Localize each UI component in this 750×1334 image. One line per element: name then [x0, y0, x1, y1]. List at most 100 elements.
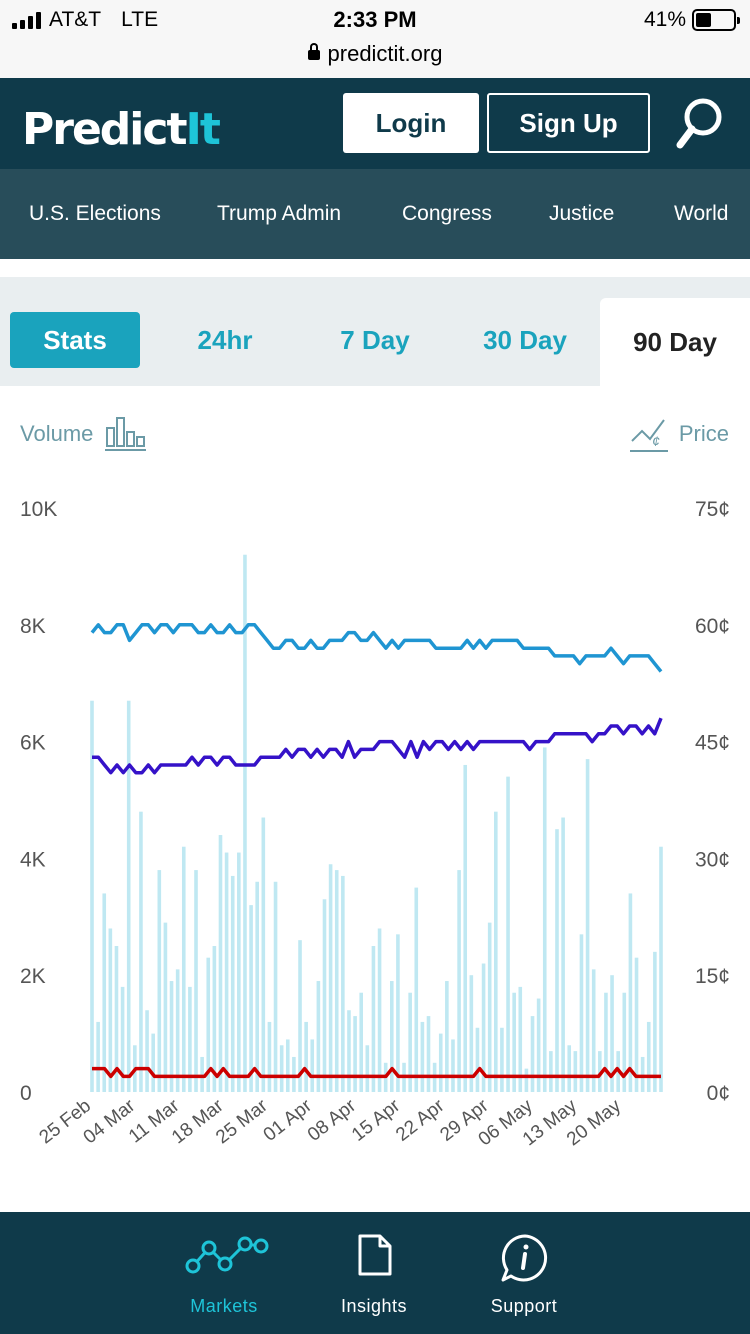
volume-bar — [646, 1021, 651, 1092]
volume-bar — [420, 1021, 425, 1092]
spacer — [0, 259, 750, 277]
volume-tick-label: 2K — [20, 965, 46, 988]
volume-bar — [622, 992, 627, 1092]
volume-bar — [579, 934, 584, 1092]
price-axis: 0¢ 15¢ 30¢ 45¢ 60¢ 75¢ — [695, 498, 730, 1105]
volume-bar — [591, 969, 596, 1092]
volume-bar — [359, 992, 364, 1092]
price-tick-label: 60¢ — [695, 615, 730, 638]
tab-24hr[interactable]: 24hr — [197, 324, 253, 355]
battery-status: 41% — [643, 8, 740, 32]
lock-icon — [307, 43, 320, 60]
predictit-logo[interactable]: PredictIt — [22, 104, 221, 155]
volume-tick-label: 10K — [20, 498, 57, 521]
volume-bar — [206, 957, 211, 1092]
date-tick-label: 15 Apr — [348, 1095, 405, 1146]
logo-text: Predict — [22, 104, 187, 155]
volume-bar — [261, 817, 266, 1092]
nav-justice[interactable]: Justice — [549, 202, 615, 225]
volume-bar — [634, 957, 639, 1092]
price-tick-label: 45¢ — [695, 732, 730, 755]
volume-bar — [451, 1039, 455, 1092]
bottom-nav-markets[interactable]: Markets — [149, 1212, 299, 1334]
volume-bar — [188, 986, 192, 1092]
volume-bar — [175, 969, 180, 1092]
line-chart-icon — [630, 419, 668, 452]
date-tick-label: 22 Apr — [392, 1095, 449, 1146]
volume-bar — [114, 946, 119, 1092]
volume-bar — [96, 1021, 100, 1092]
volume-bar — [279, 1045, 284, 1092]
volume-bar — [145, 1010, 149, 1092]
price-legend[interactable]: ¢ Price — [630, 419, 729, 452]
info-chat-icon — [501, 1234, 548, 1282]
volume-bar — [151, 1033, 155, 1092]
battery-icon — [692, 9, 740, 31]
volume-legend[interactable]: Volume — [20, 417, 146, 451]
volume-bar — [212, 946, 217, 1092]
volume-bar — [316, 981, 321, 1092]
clock: 2:33 PM — [333, 7, 417, 32]
date-tick-label: 25 Mar — [212, 1095, 272, 1148]
insights-label: Insights — [340, 1296, 408, 1316]
cent-symbol: ¢ — [652, 433, 660, 449]
volume-bar — [598, 1051, 602, 1092]
bottom-nav: Markets Insights Support — [0, 1212, 750, 1334]
tab-7-day[interactable]: 7 Day — [340, 324, 410, 355]
nav-us-elections[interactable]: U.S. Elections — [29, 202, 161, 225]
volume-bar — [555, 829, 559, 1092]
date-tick-label: 08 Apr — [304, 1095, 361, 1146]
volume-bar — [126, 700, 131, 1092]
volume-bar — [549, 1051, 553, 1092]
network-type: LTE — [121, 8, 159, 31]
volume-bar — [230, 875, 235, 1092]
volume-bar — [108, 928, 113, 1092]
volume-bar — [273, 881, 278, 1092]
volume-bar — [561, 817, 565, 1092]
volume-bar — [426, 1016, 431, 1092]
price-tick-label: 30¢ — [695, 848, 730, 871]
bottom-nav-insights[interactable]: Insights — [299, 1212, 449, 1334]
battery-percent: 41% — [643, 8, 686, 31]
signal-icon — [12, 11, 41, 29]
tab-stats[interactable]: Stats — [10, 312, 140, 368]
address-bar[interactable]: predictit.org — [0, 41, 750, 67]
carrier-info: AT&T LTE — [12, 8, 158, 32]
volume-bar — [353, 1016, 357, 1092]
volume-bar — [120, 986, 125, 1092]
markets-icon — [185, 1236, 269, 1274]
volume-bar — [396, 934, 400, 1092]
volume-bar — [200, 1056, 204, 1092]
nav-world[interactable]: World — [674, 202, 729, 225]
volume-bar — [243, 554, 247, 1092]
volume-bar — [573, 1051, 578, 1092]
document-icon — [358, 1234, 392, 1276]
volume-bar — [102, 893, 107, 1092]
login-button[interactable]: Login — [343, 93, 479, 153]
volume-tick-label: 0 — [20, 1082, 32, 1105]
date-tick-label: 01 Apr — [260, 1095, 317, 1146]
volume-tick-label: 8K — [20, 615, 46, 638]
volume-bar — [310, 1039, 315, 1092]
volume-bar — [255, 881, 259, 1092]
volume-axis: 0 2K 4K 6K 8K 10K — [20, 498, 57, 1105]
bottom-nav-support[interactable]: Support — [449, 1212, 599, 1334]
volume-bar — [414, 887, 419, 1092]
tab-90-day[interactable]: 90 Day — [600, 298, 750, 386]
volume-bar — [341, 875, 345, 1092]
volume-bar — [328, 864, 333, 1092]
search-icon[interactable] — [674, 96, 726, 152]
price-line — [92, 717, 663, 775]
volume-bar — [292, 1056, 296, 1092]
volume-tick-label: 6K — [20, 732, 46, 755]
signup-button[interactable]: Sign Up — [487, 93, 650, 153]
nav-congress[interactable]: Congress — [402, 202, 492, 225]
tab-30-day[interactable]: 30 Day — [483, 324, 567, 355]
price-tick-label: 0¢ — [707, 1082, 730, 1105]
volume-bar — [494, 811, 498, 1092]
volume-bars — [90, 554, 663, 1092]
nav-trump-admin[interactable]: Trump Admin — [217, 202, 342, 225]
support-label: Support — [490, 1296, 558, 1316]
